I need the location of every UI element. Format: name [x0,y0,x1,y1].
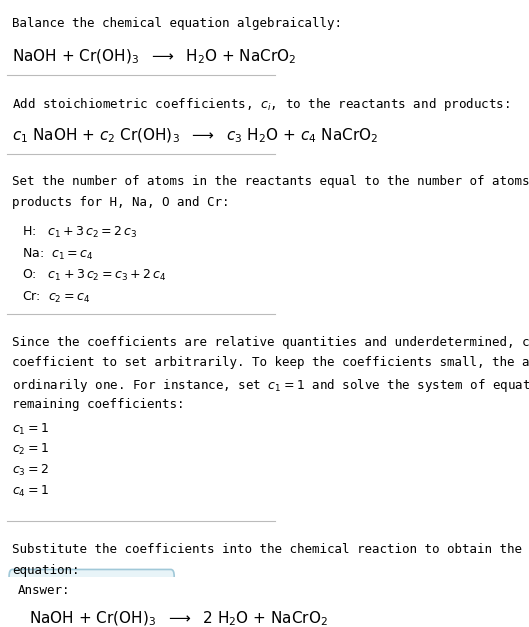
Text: $c_4 = 1$: $c_4 = 1$ [12,483,49,498]
Text: coefficient to set arbitrarily. To keep the coefficients small, the arbitrary va: coefficient to set arbitrarily. To keep … [12,356,529,369]
FancyBboxPatch shape [9,569,174,627]
Text: Add stoichiometric coefficients, $c_i$, to the reactants and products:: Add stoichiometric coefficients, $c_i$, … [12,97,510,113]
Text: Balance the chemical equation algebraically:: Balance the chemical equation algebraica… [12,18,342,30]
Text: Na:  $c_1 = c_4$: Na: $c_1 = c_4$ [22,246,93,261]
Text: $c_2 = 1$: $c_2 = 1$ [12,442,49,458]
Text: $c_1$ NaOH + $c_2$ Cr(OH)$_3$  $\longrightarrow$  $c_3$ H$_2$O + $c_4$ NaCrO$_2$: $c_1$ NaOH + $c_2$ Cr(OH)$_3$ $\longrigh… [12,126,379,145]
Text: products for H, Na, O and Cr:: products for H, Na, O and Cr: [12,196,230,209]
Text: Set the number of atoms in the reactants equal to the number of atoms in the: Set the number of atoms in the reactants… [12,176,529,189]
Text: Since the coefficients are relative quantities and underdetermined, choose a: Since the coefficients are relative quan… [12,336,529,349]
Text: Answer:: Answer: [18,584,70,598]
Text: NaOH + Cr(OH)$_3$  $\longrightarrow$  2 H$_2$O + NaCrO$_2$: NaOH + Cr(OH)$_3$ $\longrightarrow$ 2 H$… [29,609,328,627]
Text: ordinarily one. For instance, set $c_1 = 1$ and solve the system of equations fo: ordinarily one. For instance, set $c_1 =… [12,377,529,394]
Text: $c_3 = 2$: $c_3 = 2$ [12,463,49,478]
Text: equation:: equation: [12,564,80,577]
Text: H:   $c_1 + 3\,c_2 = 2\,c_3$: H: $c_1 + 3\,c_2 = 2\,c_3$ [22,224,138,240]
Text: $c_1 = 1$: $c_1 = 1$ [12,422,49,437]
Text: NaOH + Cr(OH)$_3$  $\longrightarrow$  H$_2$O + NaCrO$_2$: NaOH + Cr(OH)$_3$ $\longrightarrow$ H$_2… [12,47,297,66]
Text: O:   $c_1 + 3\,c_2 = c_3 + 2\,c_4$: O: $c_1 + 3\,c_2 = c_3 + 2\,c_4$ [22,268,166,283]
Text: Cr:  $c_2 = c_4$: Cr: $c_2 = c_4$ [22,290,90,305]
Text: remaining coefficients:: remaining coefficients: [12,398,185,411]
Text: Substitute the coefficients into the chemical reaction to obtain the balanced: Substitute the coefficients into the che… [12,543,529,556]
